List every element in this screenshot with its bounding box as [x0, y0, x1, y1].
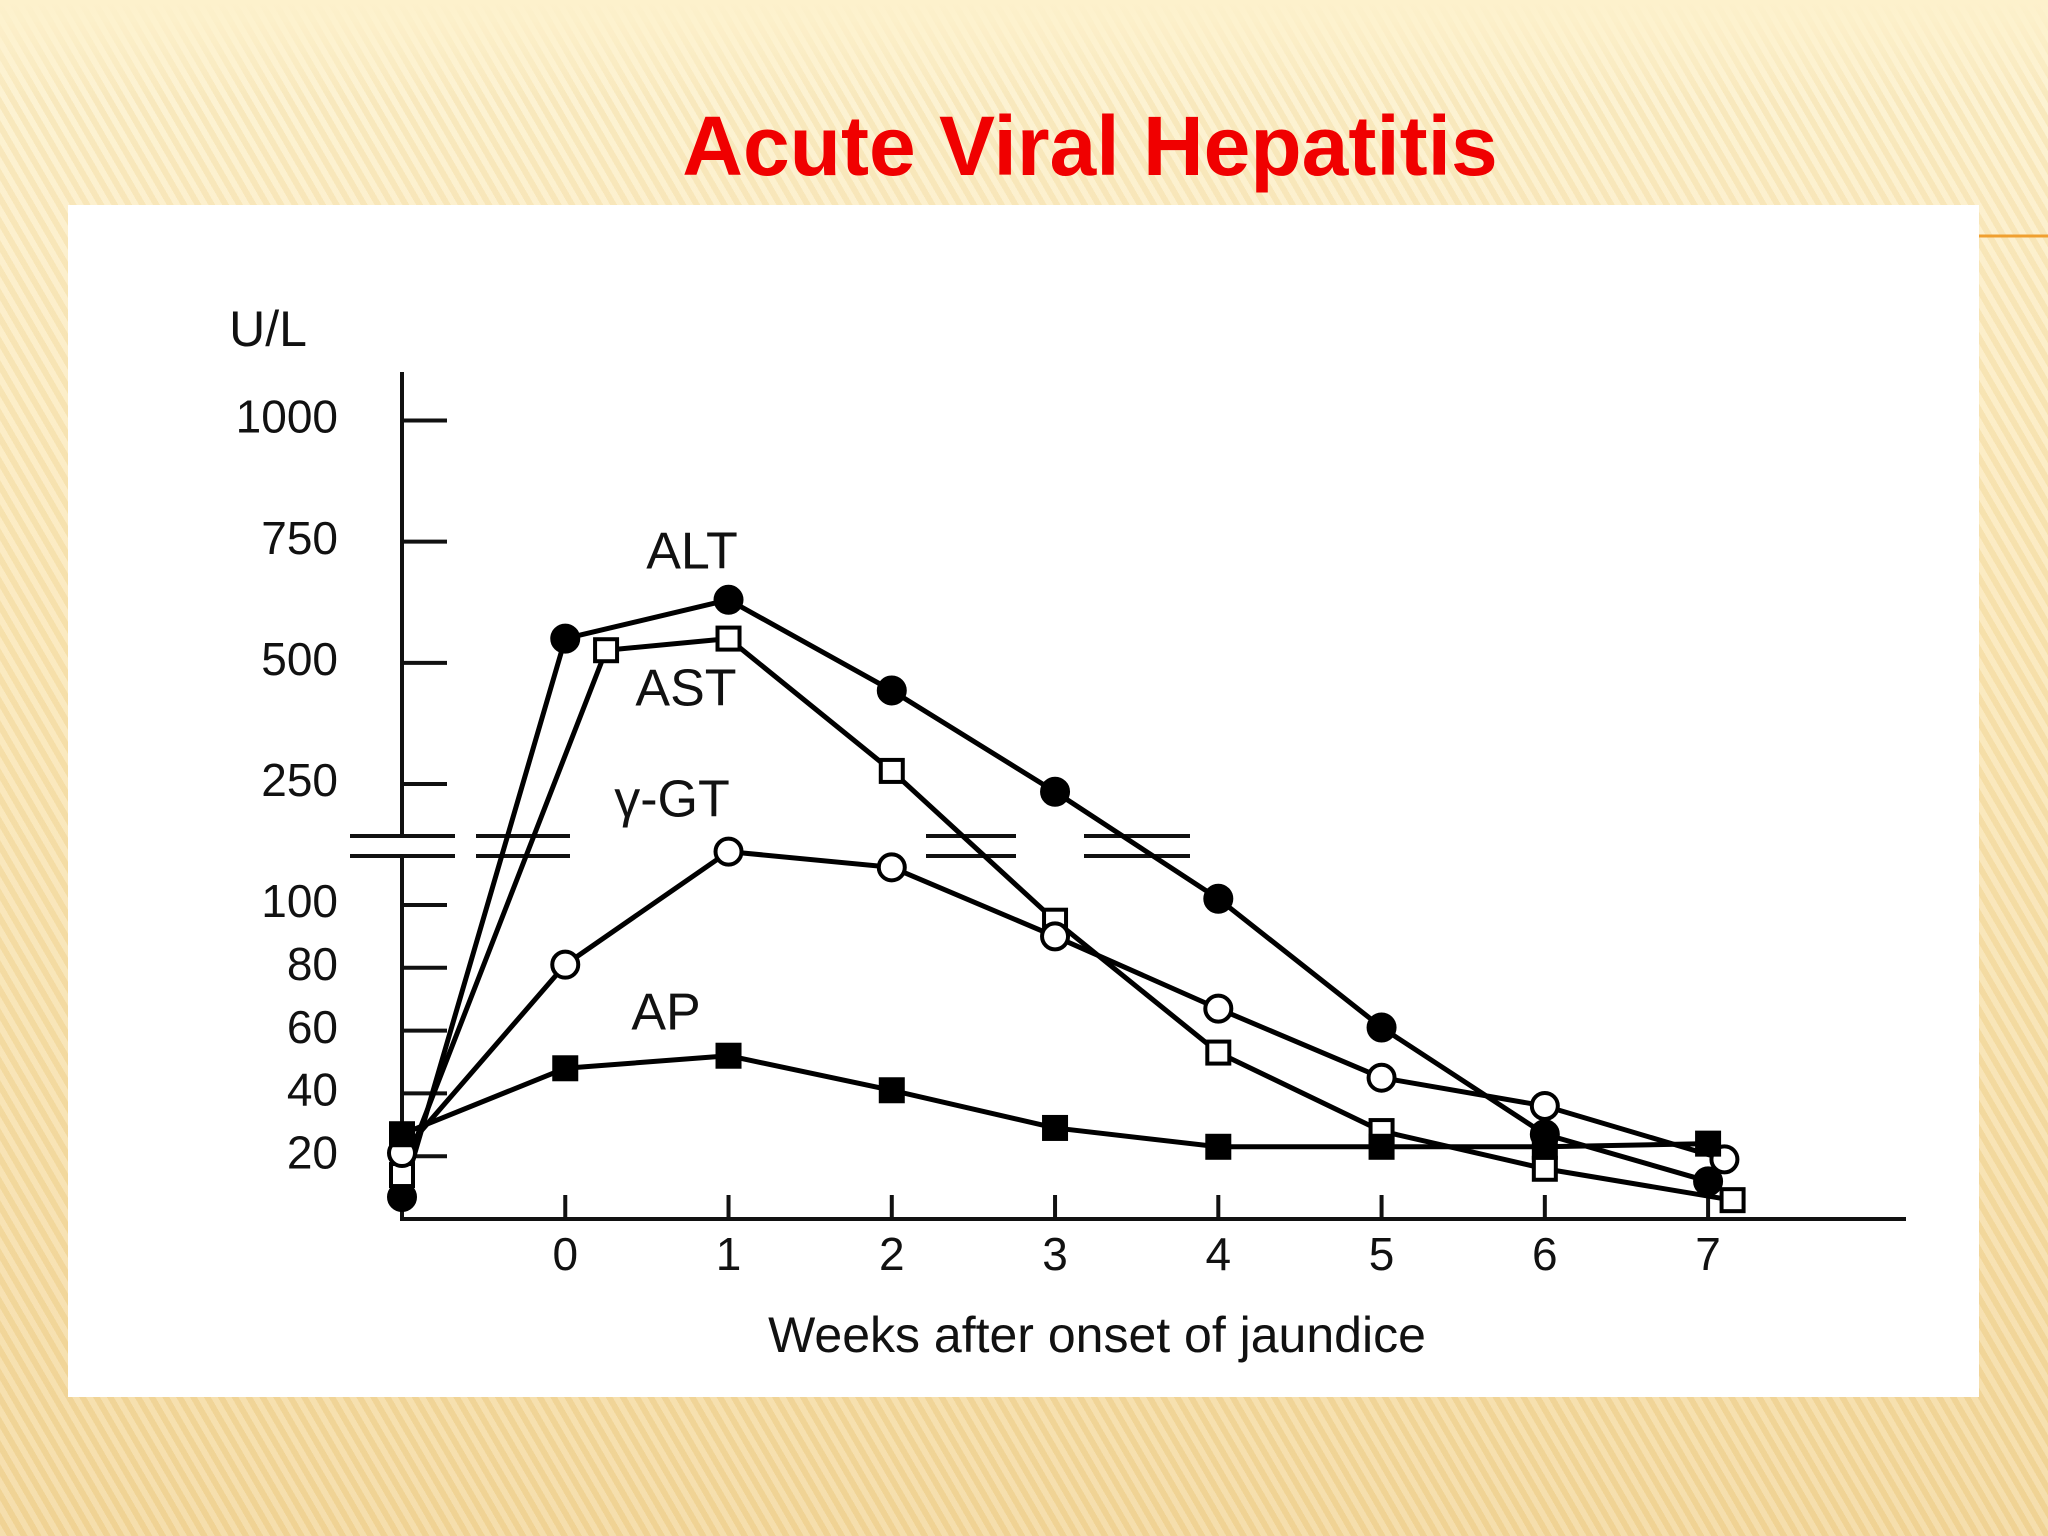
y-tick-label: 20 — [287, 1126, 338, 1178]
marker — [1040, 776, 1071, 807]
marker — [1695, 1130, 1722, 1157]
marker — [1040, 921, 1071, 952]
marker — [1531, 1133, 1558, 1160]
chart-title: Acute Viral Hepatitis — [682, 99, 1497, 193]
marker — [876, 675, 907, 706]
marker — [878, 1077, 905, 1104]
x-tick-label: 0 — [552, 1228, 578, 1280]
axes — [400, 372, 1906, 1221]
y-axis-label: U/L — [229, 301, 307, 357]
y-tick-label: 100 — [261, 875, 338, 927]
marker — [1042, 1114, 1069, 1141]
marker — [593, 637, 620, 664]
marker — [550, 949, 581, 980]
marker — [876, 852, 907, 883]
y-tick-label: 750 — [261, 512, 338, 564]
marker — [1719, 1187, 1746, 1214]
marker — [715, 1042, 742, 1069]
x-tick-label: 1 — [716, 1228, 742, 1280]
marker — [713, 836, 744, 867]
axis-break-gap — [350, 838, 455, 854]
marker — [878, 757, 905, 784]
x-tick-label: 4 — [1206, 1228, 1232, 1280]
x-tick-label: 6 — [1532, 1228, 1558, 1280]
marker — [552, 1055, 579, 1082]
x-tick-label: 3 — [1042, 1228, 1068, 1280]
y-tick-label: 500 — [261, 633, 338, 685]
series-label: AP — [631, 984, 700, 1042]
marker — [1366, 1012, 1397, 1043]
x-tick-label: 5 — [1369, 1228, 1395, 1280]
x-axis-label: Weeks after onset of jaundice — [768, 1307, 1426, 1363]
marker — [389, 1121, 415, 1148]
y-tick-label: 250 — [261, 754, 338, 806]
marker — [1529, 1090, 1560, 1121]
marker — [1366, 1062, 1397, 1093]
marker — [1205, 1039, 1232, 1066]
marker — [550, 623, 581, 654]
marker — [1203, 993, 1234, 1024]
y-tick-label: 40 — [287, 1064, 338, 1116]
chart-panel — [68, 205, 1979, 1397]
marker — [1531, 1155, 1558, 1182]
series-label: ALT — [646, 523, 738, 581]
y-tick-label: 60 — [287, 1001, 338, 1053]
marker — [715, 625, 742, 652]
marker — [1205, 1133, 1232, 1160]
marker — [1368, 1133, 1395, 1160]
series-label: AST — [635, 660, 736, 718]
x-tick-label: 7 — [1695, 1228, 1721, 1280]
marker — [1203, 883, 1234, 914]
y-tick-label: 80 — [287, 938, 338, 990]
y-tick-label: 1000 — [236, 391, 338, 443]
axis-break-gap — [476, 838, 570, 854]
x-tick-label: 2 — [879, 1228, 905, 1280]
marker — [713, 584, 744, 615]
series-label: γ-GT — [614, 771, 730, 829]
